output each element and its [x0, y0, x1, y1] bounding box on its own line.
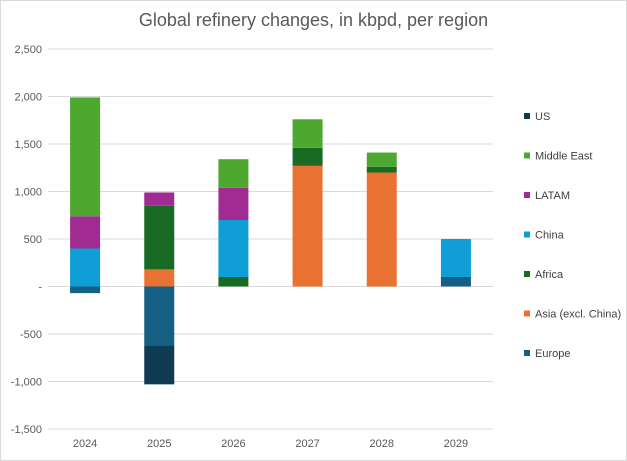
legend-swatch: [524, 113, 530, 119]
legend-label: China: [535, 230, 565, 242]
legend-swatch: [524, 231, 530, 238]
gridlines: [48, 48, 493, 430]
legend-swatch: [524, 310, 530, 317]
chart-title: Global refinery changes, in kbpd, per re…: [138, 10, 489, 30]
bar-latam-2025: [144, 192, 175, 206]
bar-china-2029: [440, 239, 471, 277]
x-tick-label: 2028: [370, 438, 394, 450]
legend-swatch: [524, 271, 530, 277]
y-tick-label: -: [38, 282, 42, 294]
bar-middle-east-2026: [218, 159, 249, 188]
bar-us-2025: [144, 345, 175, 385]
legend-swatch: [524, 152, 530, 159]
y-axis-ticks: 2,500 2,000 1,500 1,000 500 - -500 -1,000 -1,500: [11, 44, 43, 436]
legend-swatch: [524, 192, 530, 198]
bar-middle-east-2028: [366, 152, 397, 167]
x-tick-label: 2026: [221, 438, 245, 450]
legend-label: US: [535, 111, 550, 123]
legend-item-europe: Europe: [524, 348, 570, 360]
y-tick-label: -1,500: [11, 424, 42, 436]
x-tick-label: 2027: [295, 438, 319, 450]
legend-item-africa: Africa: [524, 269, 564, 281]
y-tick-label: -500: [20, 329, 42, 341]
legend-swatch: [524, 350, 530, 356]
bar-africa-2026: [218, 277, 249, 287]
legend: US Middle East LATAM China Africa Asia (excl.…: [524, 111, 621, 360]
bars: [70, 97, 471, 385]
bar-china-2024: [70, 248, 101, 287]
bar-middle-east-2024: [70, 97, 101, 217]
bar-africa-2027: [292, 147, 323, 166]
bar-china-2026: [218, 220, 249, 277]
bar-europe-2029: [440, 277, 471, 287]
legend-item-asia-excl-china: Asia (excl. China): [524, 309, 621, 321]
bar-middle-east-2027: [292, 119, 323, 148]
y-tick-label: 2,000: [14, 92, 42, 104]
y-tick-label: 2,500: [14, 44, 42, 56]
x-tick-label: 2024: [73, 438, 97, 450]
bar-europe-2025: [144, 286, 175, 346]
legend-label: Africa: [535, 269, 564, 281]
legend-item-china: China: [524, 230, 565, 242]
x-axis-ticks: 2024 2025 2026 2027 2028 2029: [73, 438, 468, 450]
bar-africa-2028: [366, 166, 397, 173]
legend-label: Middle East: [535, 151, 592, 163]
legend-item-us: US: [524, 111, 550, 123]
bar-latam-2026: [218, 187, 249, 220]
y-tick-label: -1,000: [11, 377, 42, 389]
y-tick-label: 1,000: [14, 187, 42, 199]
bar-africa-2025: [144, 205, 175, 270]
legend-item-middle-east: Middle East: [524, 151, 592, 163]
bar-asia-excl-china-2028: [366, 172, 397, 287]
bar-europe-2024: [70, 286, 101, 294]
y-tick-label: 1,500: [14, 139, 42, 151]
x-tick-label: 2029: [444, 438, 468, 450]
legend-label: Asia (excl. China): [535, 309, 621, 321]
bar-asia-excl-china-2025: [144, 269, 175, 287]
legend-item-latam: LATAM: [524, 190, 570, 202]
bar-latam-2024: [70, 216, 101, 249]
legend-label: LATAM: [535, 190, 570, 202]
legend-label: Europe: [535, 348, 570, 360]
x-tick-label: 2025: [147, 438, 171, 450]
bar-asia-excl-china-2027: [292, 165, 323, 287]
y-tick-label: 500: [24, 234, 42, 246]
